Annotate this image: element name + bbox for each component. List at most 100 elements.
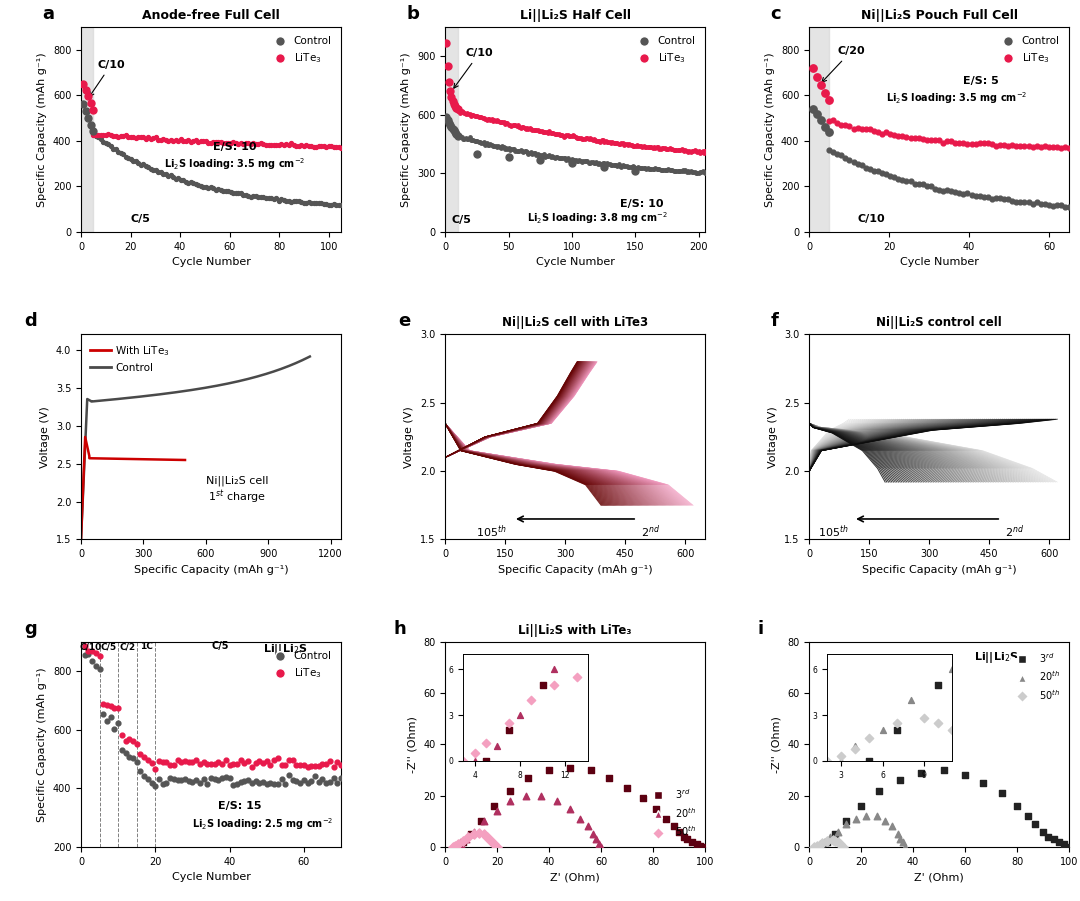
Point [829,834,847,849]
Point [462,108,480,123]
Point [971,188,988,203]
Point [849,157,866,171]
Point [143,132,160,147]
Point [118,150,135,164]
Point [542,125,559,140]
Point [187,133,204,148]
Point [913,766,930,780]
Point [571,812,589,826]
Point [132,158,149,172]
Point [199,777,216,791]
Point [135,769,152,784]
Point [463,108,481,123]
Point [199,757,216,771]
Point [121,751,138,765]
Point [1003,138,1021,152]
Point [517,144,535,159]
Point [333,198,350,213]
Point [117,734,134,749]
Legend: Control, LiTe$_3$: Control, LiTe$_3$ [994,32,1064,69]
Y-axis label: Voltage (V): Voltage (V) [768,406,779,468]
Point [639,140,657,154]
Point [238,136,255,150]
Point [557,128,575,142]
Point [609,136,626,150]
Point [328,755,346,769]
Point [825,145,842,159]
Point [320,197,337,212]
Point [530,124,548,139]
Point [680,164,698,178]
Point [129,736,146,751]
Point [187,177,204,191]
Point [87,129,105,143]
Point [669,164,686,178]
Point [483,138,500,152]
Point [78,105,95,119]
Point [686,165,703,179]
Point [519,770,537,785]
Point [103,139,120,153]
Point [292,758,309,772]
Point [175,173,192,187]
Point [124,734,141,749]
Point [584,827,602,842]
Point [690,166,707,180]
Point [1044,199,1062,214]
Point [465,824,483,839]
Point [179,133,197,148]
Point [302,759,320,773]
Point [586,132,604,147]
Point [564,128,581,142]
Point [877,167,894,181]
Point [637,161,654,176]
Point [507,143,524,158]
Point [658,812,675,826]
Point [215,136,232,150]
Point [120,151,137,166]
Point [98,714,116,728]
Point [278,137,295,151]
Point [612,159,630,174]
Point [498,116,515,131]
Point [247,188,265,203]
Text: 2$^{nd}$: 2$^{nd}$ [1005,523,1024,540]
Point [302,139,320,153]
Point [653,162,671,177]
Point [646,161,663,176]
Point [1028,139,1045,153]
Point [562,129,579,143]
Point [963,137,981,151]
Point [109,701,126,715]
Point [947,185,964,199]
Point [607,136,624,150]
Point [192,134,210,149]
Point [457,107,474,122]
Point [597,134,615,149]
Point [669,142,686,157]
Point [210,755,227,769]
Point [605,158,622,172]
Point [571,153,589,168]
Point [451,129,469,143]
Point [585,156,603,170]
Point [837,815,854,829]
Point [617,159,634,173]
Point [463,132,481,147]
Point [475,827,492,842]
Point [198,134,215,149]
Point [522,146,539,160]
Point [210,135,227,150]
Point [220,135,238,150]
Point [468,134,485,149]
Point [644,141,661,155]
Point [529,147,546,161]
Point [122,130,139,144]
Point [496,117,513,132]
Point [665,142,683,157]
Point [437,110,455,124]
Point [609,159,626,173]
Point [270,138,287,152]
Point [257,138,274,152]
Point [213,135,230,150]
